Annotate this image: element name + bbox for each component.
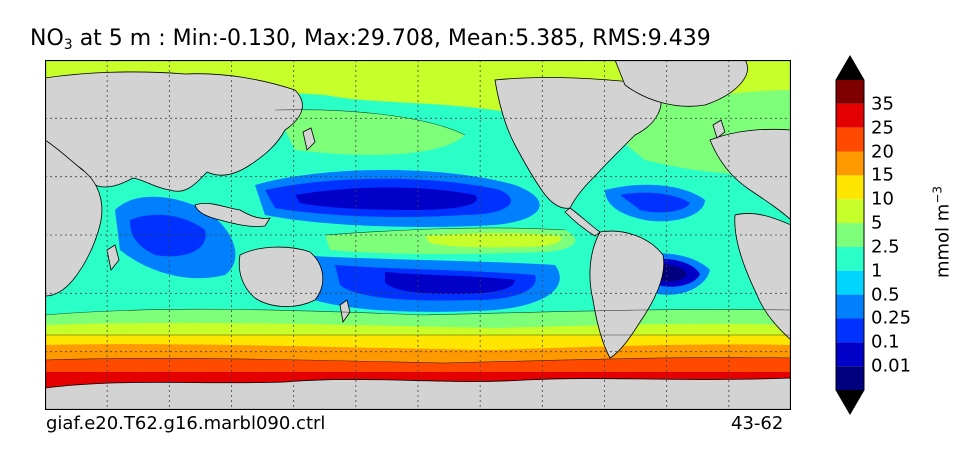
map-frame <box>45 60 791 410</box>
landmasses <box>45 60 791 410</box>
colorbar-tick-label: 0.5 <box>871 284 900 306</box>
colorbar <box>835 55 865 415</box>
land-australia <box>238 246 324 307</box>
colorbar-units: mmol m−3 <box>930 185 954 279</box>
colorbar-tick-label: 5 <box>871 212 883 234</box>
colorbar-segment <box>836 246 864 271</box>
colorbar-tick-label: 20 <box>871 141 894 163</box>
colorbar-tick-label: 35 <box>871 93 894 115</box>
graticule <box>45 60 791 410</box>
colorbar-segment <box>836 151 864 176</box>
colorbar-segment <box>836 366 864 390</box>
north-pacific-high <box>275 109 465 155</box>
colorbar-tick-label: 2.5 <box>871 236 900 258</box>
colorbar-segment <box>836 199 864 224</box>
colorbar-tick-label: 1 <box>871 260 883 282</box>
land-greenland <box>614 60 748 107</box>
colorbar-tick-label: 0.25 <box>871 307 912 329</box>
map-panel <box>45 60 791 410</box>
colorbar-extend-min <box>836 390 864 414</box>
nitrate-map <box>45 60 791 410</box>
colorbar-segment <box>836 270 864 295</box>
land-africa-east <box>734 213 791 341</box>
run-name: giaf.e20.T62.g16.marbl090.ctrl <box>46 413 326 434</box>
colorbar-tick-label: 15 <box>871 164 894 186</box>
colorbar-segment <box>836 342 864 367</box>
land-madagascar <box>106 244 120 271</box>
colorbar-tick-label: 0.1 <box>871 331 900 353</box>
colorbar-extend-max <box>836 56 864 80</box>
colorbar-segment <box>836 103 864 128</box>
year-range: 43-62 <box>731 413 784 434</box>
colorbar-segment <box>836 223 864 247</box>
colorbar-frame <box>835 55 865 415</box>
colorbar-segment <box>836 127 864 152</box>
plot-title: NO3 at 5 m : Min:-0.130, Max:29.708, Mea… <box>30 26 711 53</box>
land-central-america <box>564 207 601 237</box>
colorbar-tick-label: 10 <box>871 188 894 210</box>
colorbar-segment <box>836 294 864 319</box>
colorbar-segment <box>836 318 864 343</box>
colorbar-segment <box>836 175 864 200</box>
colorbar-segment <box>836 80 864 104</box>
land-south-america <box>589 230 665 359</box>
land-indonesia <box>194 202 271 227</box>
land-japan <box>302 127 316 151</box>
colorbar-tick-label: 25 <box>871 117 894 139</box>
colorbar-tick-label: 0.01 <box>871 355 912 377</box>
land-british-isles <box>712 119 726 139</box>
land-africa <box>45 139 103 297</box>
